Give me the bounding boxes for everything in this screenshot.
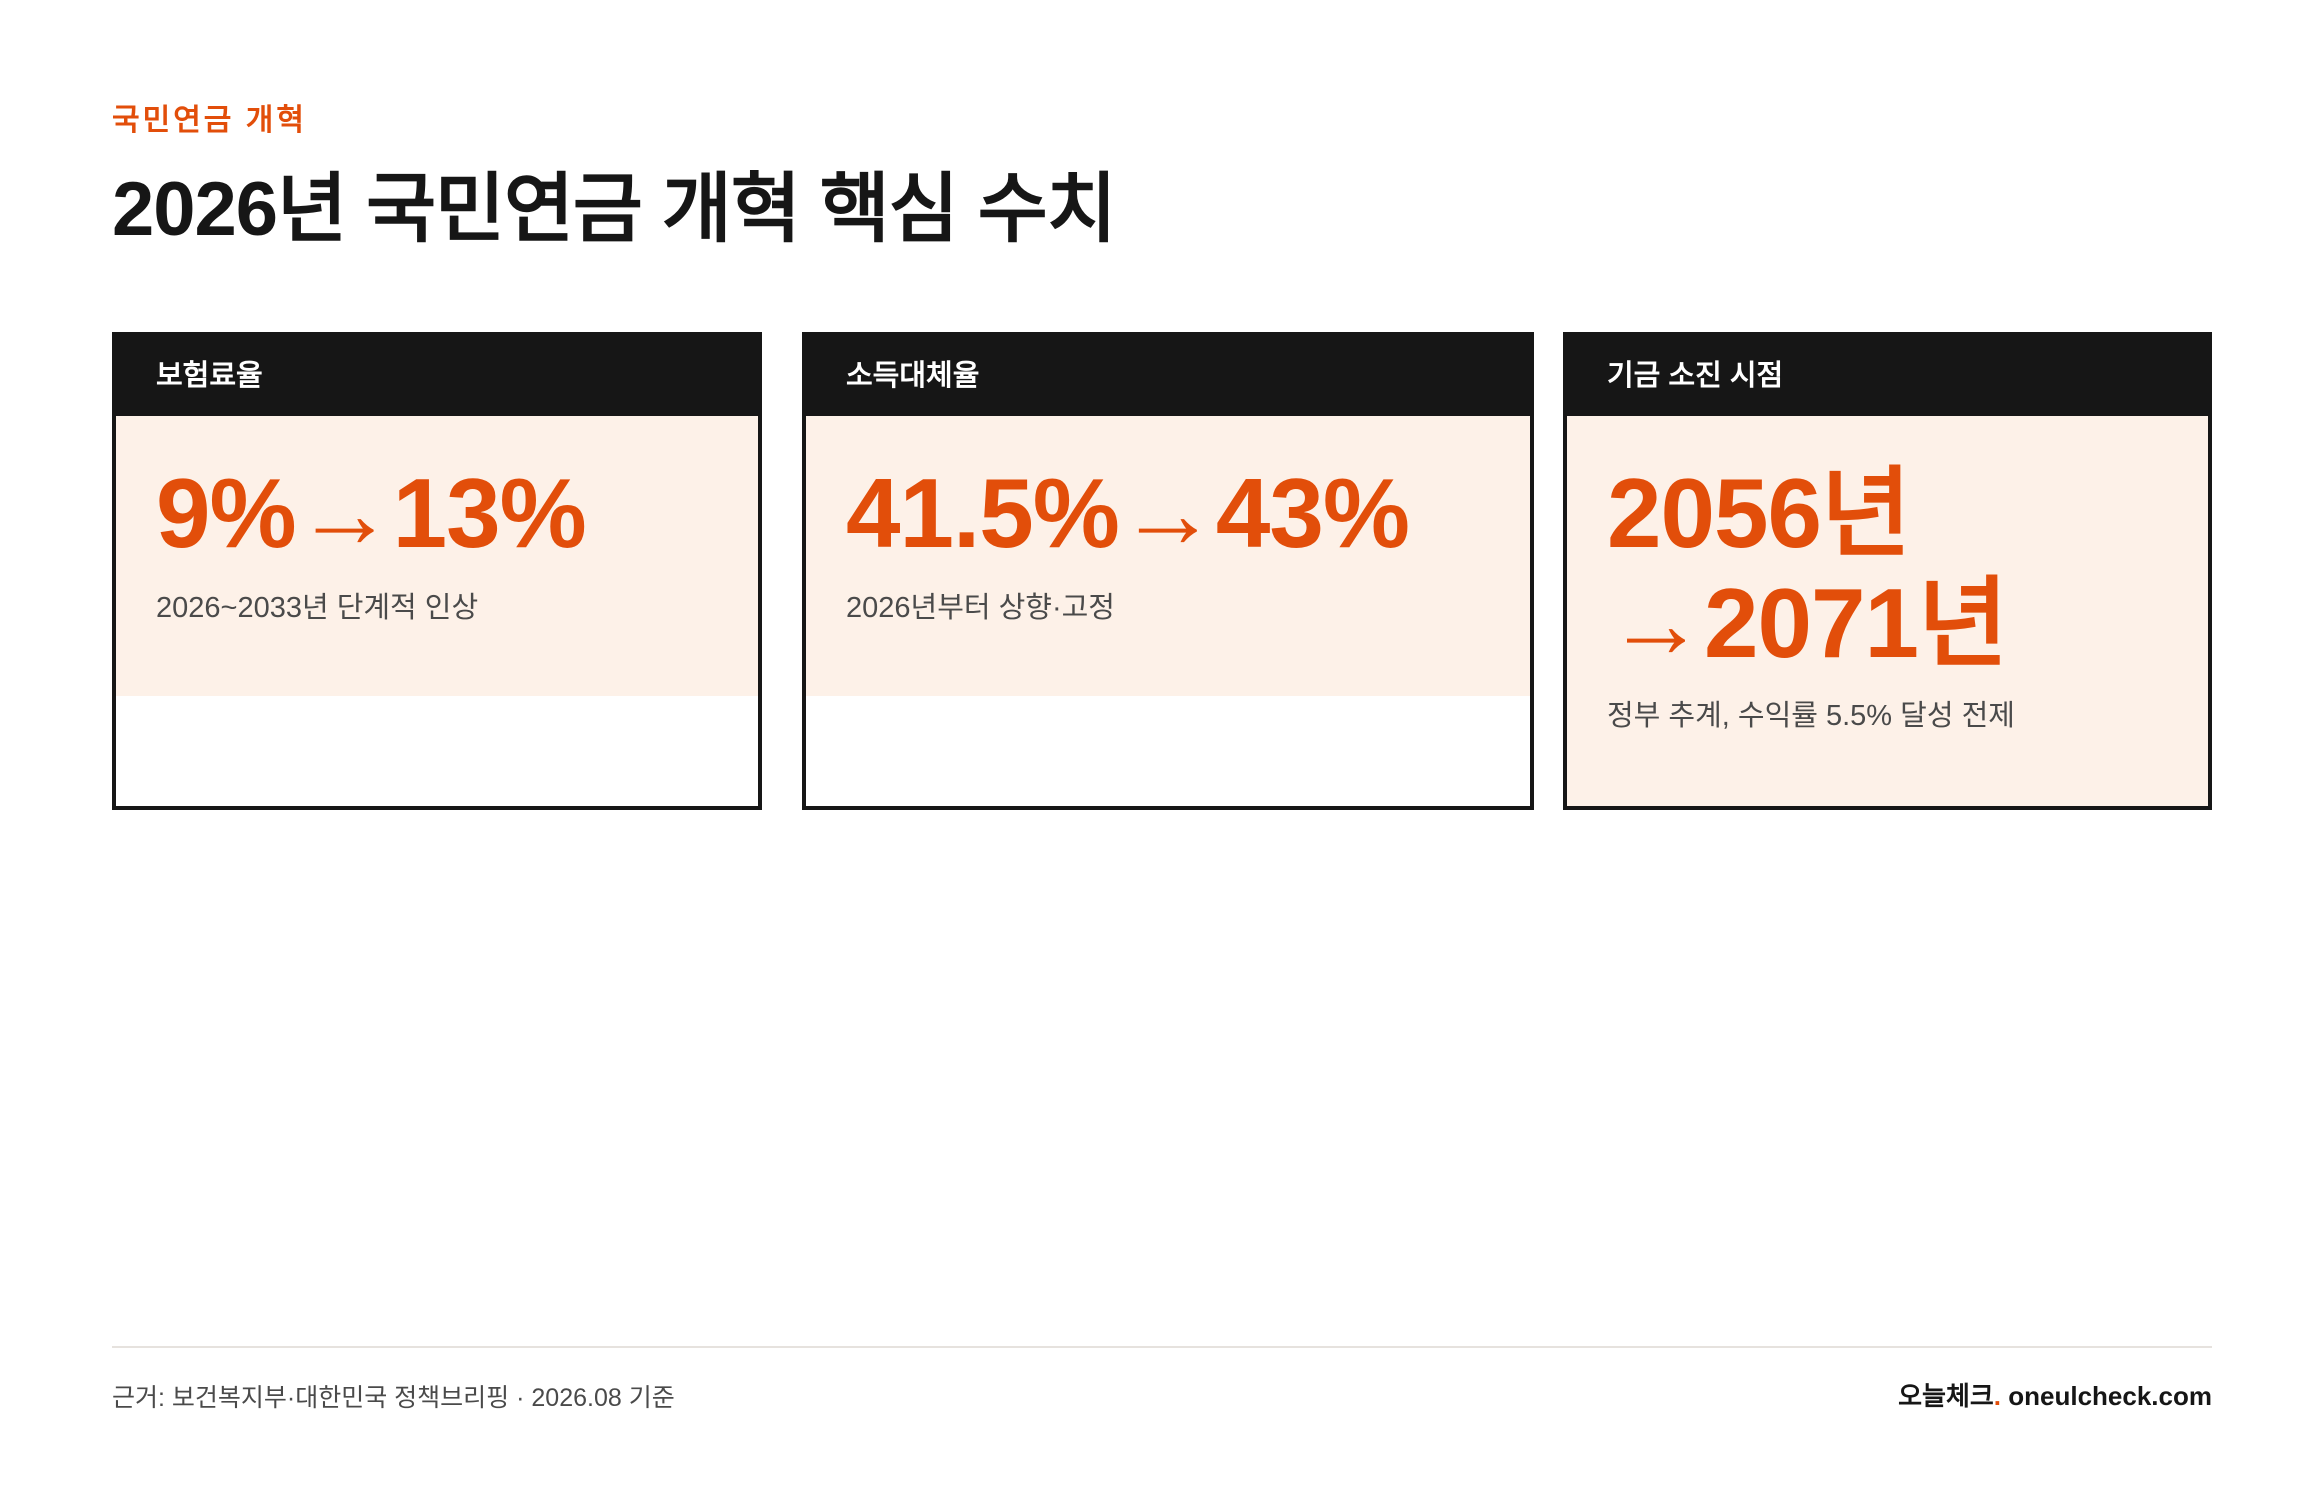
stat-card-replacement-rate: 소득대체율 41.5%→43% 2026년부터 상향·고정: [802, 332, 1534, 810]
card-value-line-2: →2071년: [1607, 568, 2008, 678]
section-eyebrow: 국민연금 개혁: [112, 104, 307, 137]
brand-name: 오늘체크: [1898, 1381, 1994, 1411]
source-citation: 근거: 보건복지부·대한민국 정책브리핑 · 2026.08 기준: [112, 1384, 675, 1412]
footer-divider: [112, 1346, 2212, 1348]
brand-url: oneulcheck.com: [2001, 1381, 2212, 1411]
stat-card-fund-depletion: 기금 소진 시점 2056년 →2071년 정부 추계, 수익률 5.5% 달성…: [1563, 332, 2212, 810]
card-body: 41.5%→43% 2026년부터 상향·고정: [806, 416, 1530, 696]
stat-card-contribution-rate: 보험료율 9%→13% 2026~2033년 단계적 인상: [112, 332, 762, 810]
card-note: 2026년부터 상향·고정: [846, 592, 1115, 624]
card-header-label: 소득대체율: [806, 336, 1530, 416]
card-header-label: 기금 소진 시점: [1567, 336, 2208, 416]
card-body: 2056년 →2071년 정부 추계, 수익률 5.5% 달성 전제: [1567, 416, 2208, 806]
card-value: 9%→13%: [156, 458, 587, 568]
card-value-line-1: 2056년: [1607, 458, 1911, 568]
card-value: 41.5%→43%: [846, 458, 1410, 568]
card-header-label: 보험료율: [116, 336, 758, 416]
page-title: 2026년 국민연금 개혁 핵심 수치: [112, 167, 1117, 252]
stat-cards: 보험료율 9%→13% 2026~2033년 단계적 인상 소득대체율 41.5…: [112, 332, 2212, 810]
card-body: 9%→13% 2026~2033년 단계적 인상: [116, 416, 758, 696]
brand-dot: .: [1993, 1381, 2002, 1411]
card-note: 2026~2033년 단계적 인상: [156, 592, 479, 624]
card-note: 정부 추계, 수익률 5.5% 달성 전제: [1607, 700, 2015, 732]
card-value: 2056년 →2071년: [1607, 416, 2168, 678]
brand-signature: 오늘체크. oneulcheck.com: [1898, 1378, 2212, 1414]
